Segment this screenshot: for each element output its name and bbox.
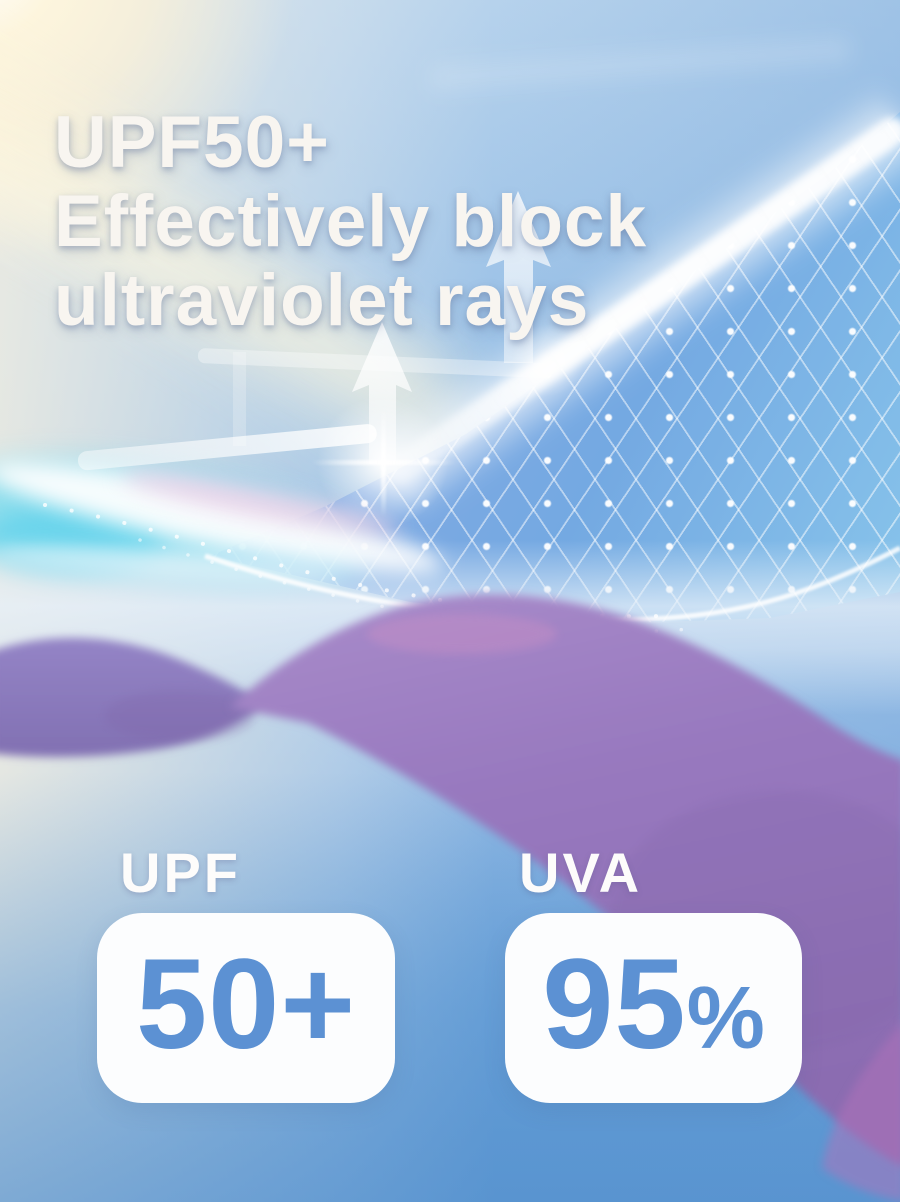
dune-corner-magenta [822, 1025, 900, 1201]
stat-label-upf: UPF [120, 841, 241, 904]
stat-card-upf: 50+ [97, 913, 395, 1103]
stat-card-uva: 95% [505, 913, 802, 1103]
uv-up-arrow-icon [486, 191, 551, 363]
headline-line-1: UPF50+ [54, 102, 330, 183]
lens-flare-icon [505, 318, 590, 403]
headline-line-3: ultraviolet rays [54, 260, 590, 341]
stat-value-upf: 50+ [135, 933, 357, 1076]
protection-net-rail [77, 424, 377, 471]
headline: UPF50+ Effectively block ultraviolet ray… [54, 103, 647, 340]
stat-unit-uva: % [686, 968, 765, 1067]
dune-shading [105, 690, 255, 742]
dotted-wave-line [43, 503, 662, 619]
headline-line-2: Effectively block [54, 181, 648, 262]
stat-label-uva: UVA [519, 841, 643, 904]
stat-value-uva: 95 [542, 933, 687, 1076]
dune-crest-pink [367, 614, 557, 654]
protection-net-post [233, 352, 246, 446]
